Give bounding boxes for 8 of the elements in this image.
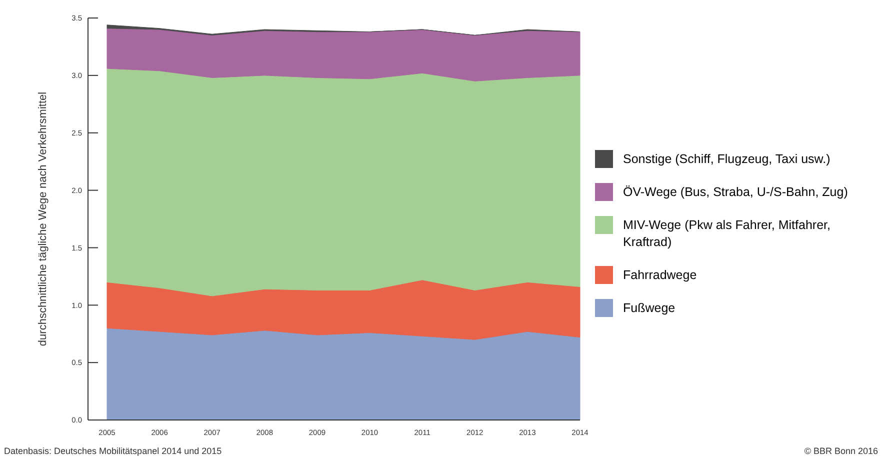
legend-label: Sonstige (Schiff, Flugzeug, Taxi usw.) <box>623 152 830 166</box>
text: Datenbasis: Deutsches Mobilitätspanel 2014 und 2015 <box>4 446 222 456</box>
legend-label: MIV-Wege (Pkw als Fahrer, Mitfahrer, Kraftrad) <box>623 218 830 249</box>
y-axis-title: durchschnittliche tägliche Wege nach Verkehrsmittel <box>37 92 49 346</box>
legend-label: ÖV-Wege (Bus, Straba, U-/S-Bahn, Zug) <box>623 185 848 199</box>
legend-label: Fahrradwege <box>623 268 697 282</box>
legend-label: Fußwege <box>623 301 676 315</box>
text: © BBR Bonn 2016 <box>804 446 878 456</box>
